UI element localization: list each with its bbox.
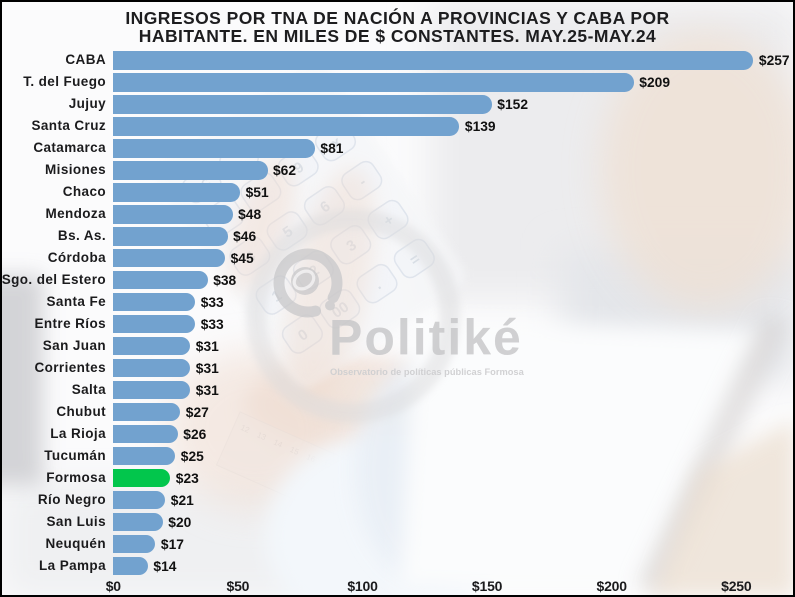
svg-text:Politiké: Politiké [329, 310, 523, 366]
svg-text:Observatorio de políticas públ: Observatorio de políticas públicas Formo… [330, 367, 525, 377]
